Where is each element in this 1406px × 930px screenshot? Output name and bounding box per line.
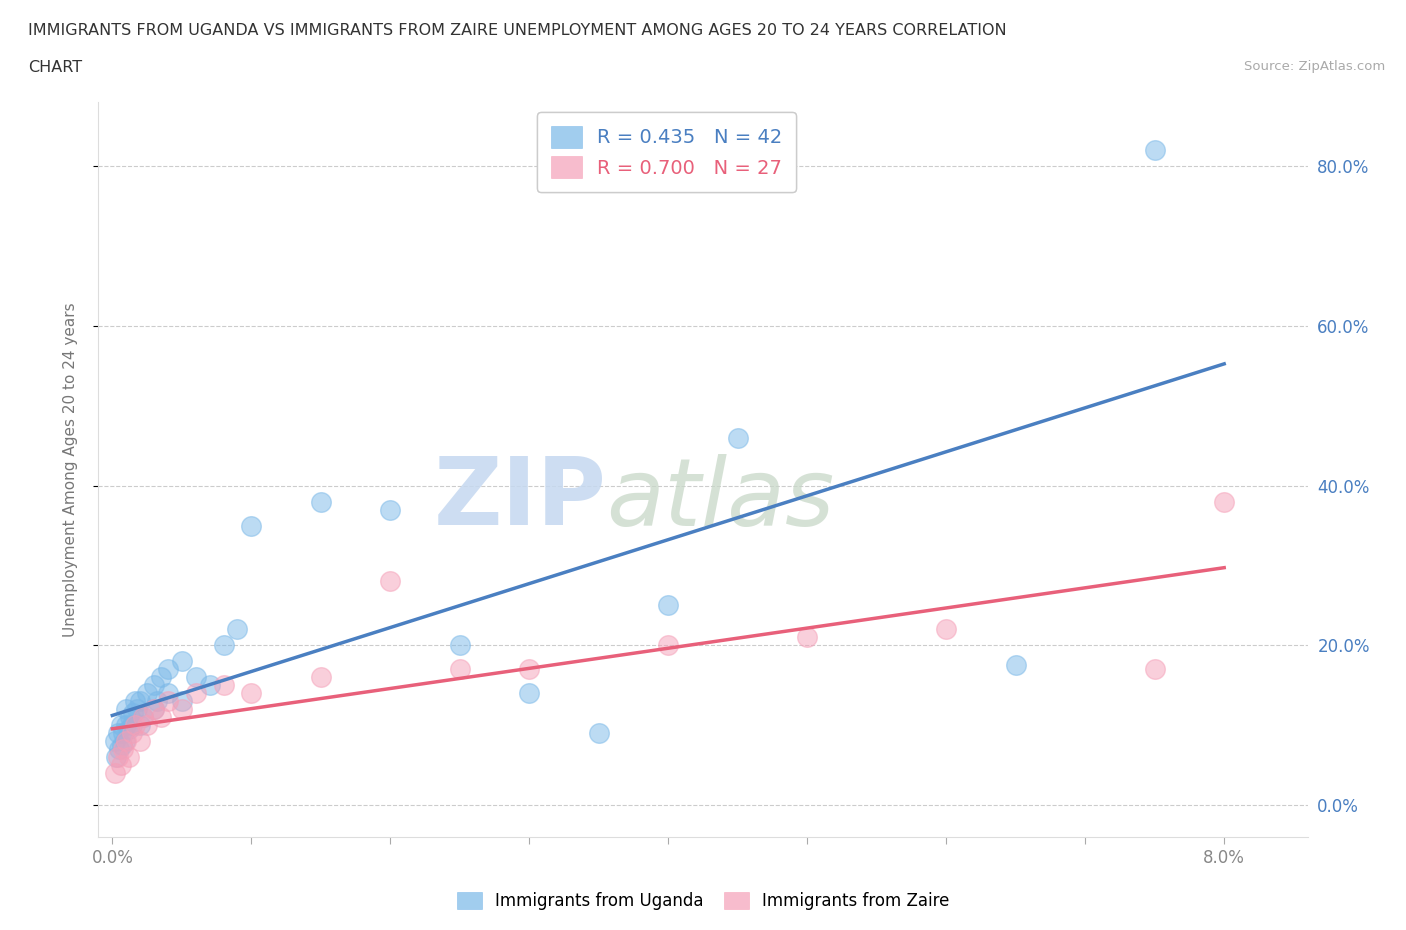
Text: atlas: atlas (606, 454, 835, 545)
Point (309, 494, 332, 509)
Point (108, 742, 131, 757)
Point (127, 702, 149, 717)
Point (110, 758, 132, 773)
Point (517, 685, 540, 700)
Point (118, 750, 141, 764)
Point (517, 662, 540, 677)
Point (588, 725, 610, 740)
Point (136, 685, 159, 700)
Point (380, 502, 402, 517)
Point (118, 722, 141, 737)
Point (143, 678, 166, 693)
Point (136, 718, 159, 733)
Point (120, 710, 142, 724)
Point (115, 718, 138, 733)
Point (240, 518, 263, 533)
Point (107, 750, 129, 764)
Point (112, 742, 135, 757)
Text: Source: ZipAtlas.com: Source: ZipAtlas.com (1244, 60, 1385, 73)
Point (149, 670, 172, 684)
Point (226, 622, 249, 637)
Point (121, 725, 143, 740)
Point (657, 638, 679, 653)
Point (212, 638, 235, 653)
Point (212, 678, 235, 693)
Point (143, 702, 166, 717)
Point (124, 694, 146, 709)
Point (143, 702, 166, 717)
Point (105, 750, 128, 764)
Point (170, 702, 193, 717)
Point (107, 725, 129, 740)
Point (156, 694, 179, 709)
Point (156, 662, 179, 677)
Point (156, 685, 179, 700)
Point (170, 694, 193, 709)
Point (1004, 658, 1026, 672)
Point (449, 638, 471, 653)
Text: ZIP: ZIP (433, 453, 606, 545)
Point (380, 574, 402, 589)
Point (935, 622, 957, 637)
Point (111, 737, 134, 752)
Point (132, 710, 155, 724)
Point (129, 694, 152, 709)
Point (1143, 143, 1166, 158)
Point (104, 765, 127, 780)
Point (309, 670, 332, 684)
Point (198, 678, 221, 693)
Point (1143, 662, 1166, 677)
Point (184, 670, 207, 684)
Point (1213, 494, 1236, 509)
Point (449, 662, 471, 677)
Text: CHART: CHART (28, 60, 82, 75)
Point (114, 734, 136, 749)
Point (184, 685, 207, 700)
Point (104, 734, 127, 749)
Point (170, 654, 193, 669)
Legend: Immigrants from Uganda, Immigrants from Zaire: Immigrants from Uganda, Immigrants from … (450, 885, 956, 917)
Point (149, 710, 172, 724)
Point (124, 718, 146, 733)
Y-axis label: Unemployment Among Ages 20 to 24 years: Unemployment Among Ages 20 to 24 years (63, 302, 77, 637)
Point (115, 702, 138, 717)
Point (129, 734, 152, 749)
Point (110, 718, 132, 733)
Point (112, 725, 135, 740)
Point (132, 710, 155, 724)
Text: IMMIGRANTS FROM UGANDA VS IMMIGRANTS FROM ZAIRE UNEMPLOYMENT AMONG AGES 20 TO 24: IMMIGRANTS FROM UGANDA VS IMMIGRANTS FRO… (28, 23, 1007, 38)
Point (240, 685, 263, 700)
Legend: R = 0.435   N = 42, R = 0.700   N = 27: R = 0.435 N = 42, R = 0.700 N = 27 (537, 112, 796, 192)
Point (727, 431, 749, 445)
Point (657, 598, 679, 613)
Point (122, 706, 145, 721)
Point (129, 718, 152, 733)
Point (115, 734, 138, 749)
Point (796, 630, 818, 644)
Point (121, 718, 143, 733)
Point (146, 694, 169, 709)
